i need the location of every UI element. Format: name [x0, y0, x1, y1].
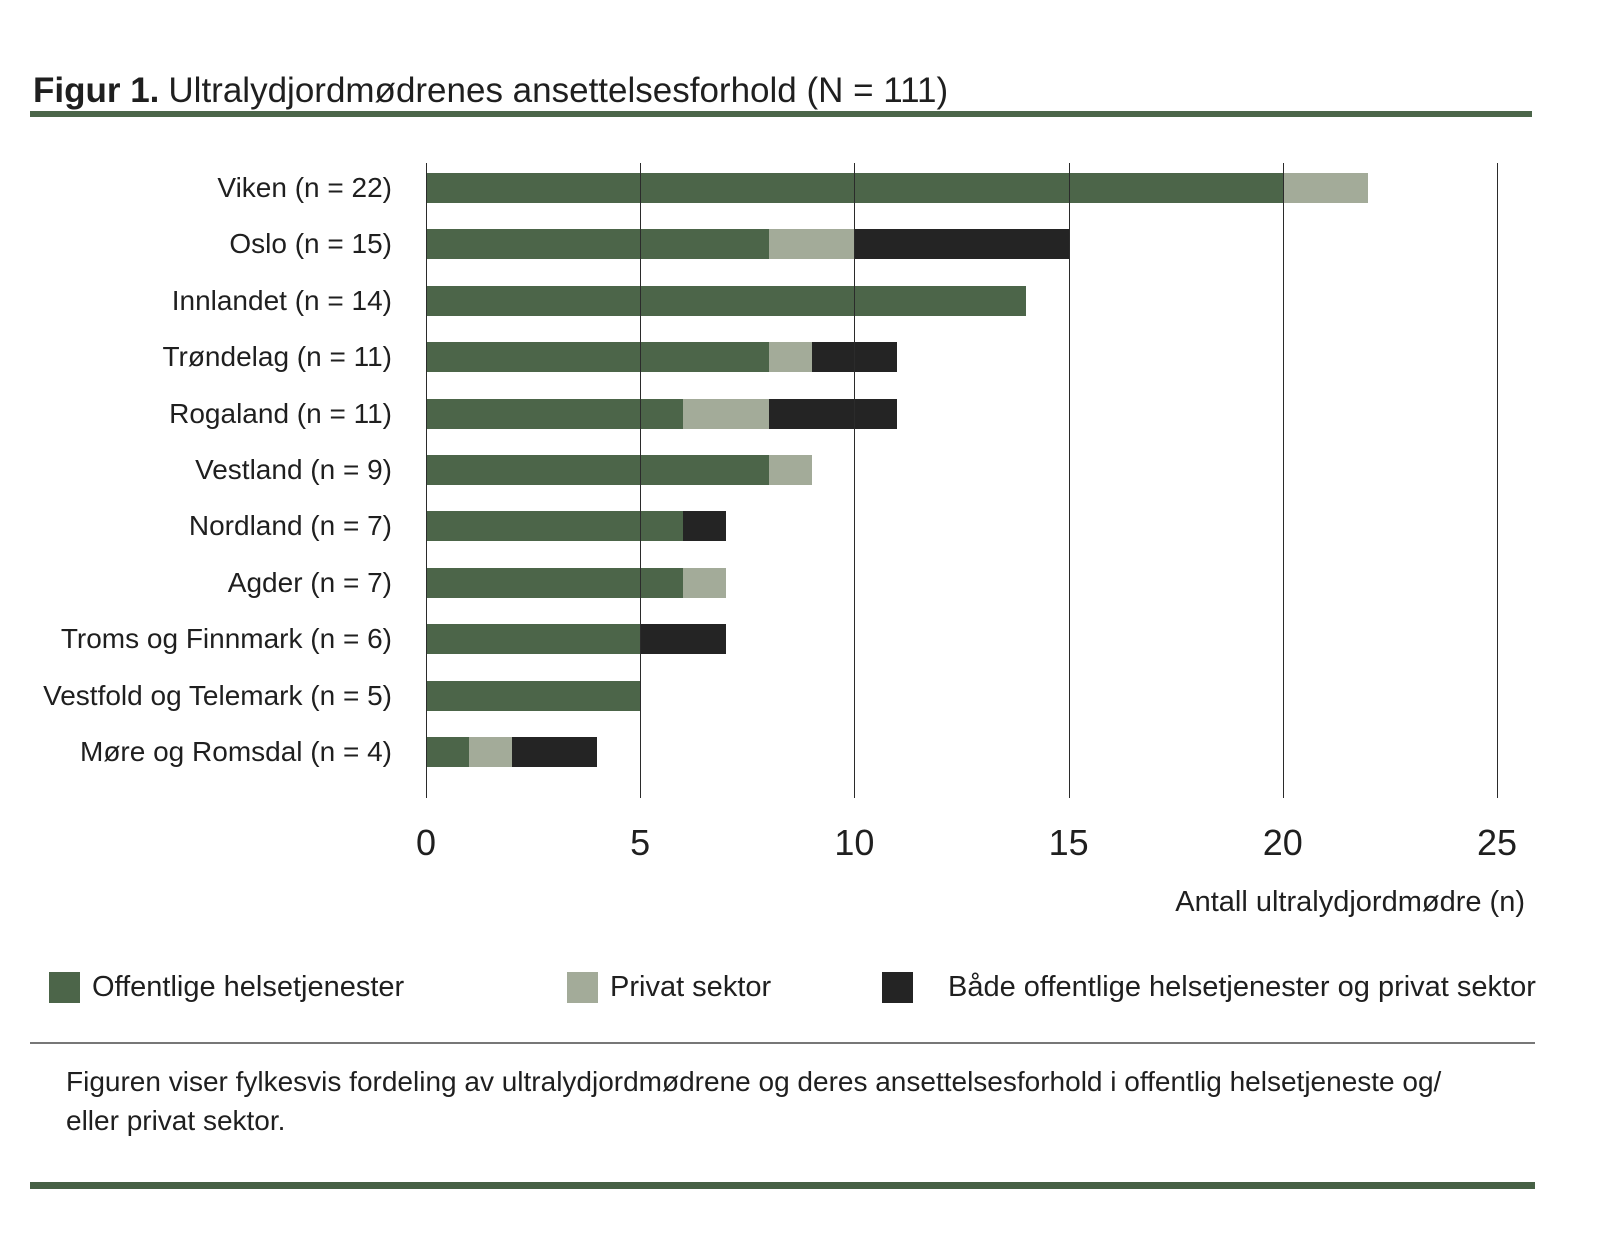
gridline-0 — [426, 163, 427, 798]
bar-segment-0-row-10 — [426, 737, 469, 767]
bar-segment-2-row-8 — [640, 624, 726, 655]
gridline-10 — [854, 163, 856, 798]
bar-segment-0-row-8 — [426, 624, 641, 655]
bar-segment-0-row-9 — [426, 680, 641, 711]
bar-segment-2-row-10 — [511, 737, 598, 767]
caption-line-2: eller privat sektor. — [66, 1105, 286, 1136]
bar-segment-0-row-1 — [426, 229, 769, 260]
category-label: Innlandet (n = 14) — [171, 284, 392, 316]
legend-label-baade: Både offentlige helsetjenester og privat… — [948, 971, 1536, 1003]
x-axis-title: Antall ultralydjordmødre (n) — [1175, 886, 1525, 918]
category-label: Nordland (n = 7) — [188, 510, 392, 542]
bar-segment-1-row-5 — [768, 455, 812, 485]
bar-segment-0-row-5 — [426, 455, 769, 485]
x-tick-label-25: 25 — [1476, 822, 1518, 863]
x-tick-label-10: 10 — [834, 822, 875, 863]
legend-swatch-offentlige — [49, 972, 80, 1003]
legend-label-privat: Privat sektor — [610, 971, 772, 1003]
legend-swatch-baade — [882, 972, 913, 1003]
category-label: Agder (n = 7) — [227, 566, 392, 598]
bar-segment-1-row-7 — [683, 567, 726, 598]
figure-title-text: Ultralydjordmødrenes ansettelsesforhold … — [168, 71, 949, 111]
bar-segment-1-row-3 — [768, 342, 812, 373]
bar-segment-2-row-1 — [854, 229, 1069, 260]
title-divider-rule — [30, 111, 1532, 117]
category-label: Vestland (n = 9) — [195, 454, 392, 485]
x-tick-label-15: 15 — [1048, 822, 1089, 863]
bar-segment-2-row-6 — [683, 511, 726, 542]
bottom-border-rule — [30, 1182, 1535, 1189]
bar-segment-0-row-4 — [426, 398, 684, 429]
caption-divider-rule — [30, 1042, 1535, 1044]
bar-segment-2-row-3 — [811, 342, 898, 373]
bar-segment-0-row-3 — [426, 342, 769, 373]
x-tick-label-20: 20 — [1262, 822, 1303, 863]
category-label: Rogaland (n = 11) — [169, 397, 392, 429]
category-label: Vestfold og Telemark (n = 5) — [43, 679, 392, 711]
category-label: Møre og Romsdal (n = 4) — [80, 736, 392, 767]
bar-segment-1-row-0 — [1282, 173, 1369, 203]
category-label: Viken (n = 22) — [217, 172, 392, 203]
bar-segment-0-row-7 — [426, 567, 684, 598]
gridline-5 — [640, 163, 642, 798]
x-tick-label-5: 5 — [630, 822, 651, 863]
category-label: Oslo (n = 15) — [229, 228, 392, 260]
bar-segment-0-row-6 — [426, 511, 684, 542]
legend-label-offentlige: Offentlige helsetjenester — [92, 971, 405, 1003]
category-label: Troms og Finnmark (n = 6) — [60, 623, 392, 655]
caption-line-1: Figuren viser fylkesvis fordeling av ult… — [66, 1066, 1442, 1097]
figure-caption: Figuren viser fylkesvis fordeling av ult… — [66, 1062, 1456, 1140]
figure-title: Figur 1. Ultralydjordmødrenes ansettelses… — [33, 71, 948, 111]
x-tick-label-0: 0 — [415, 822, 437, 863]
figure-title-prefix: Figur 1. — [33, 71, 160, 111]
bar-segment-1-row-10 — [468, 737, 512, 767]
gridline-25 — [1497, 163, 1498, 798]
bar-segment-0-row-2 — [426, 285, 1026, 316]
gridline-20 — [1282, 163, 1284, 798]
gridline-15 — [1068, 163, 1070, 798]
bar-segment-2-row-4 — [768, 398, 898, 429]
bar-segment-1-row-4 — [683, 398, 769, 429]
legend-swatch-privat — [567, 972, 598, 1003]
bar-segment-1-row-1 — [768, 229, 855, 260]
bar-chart-plot — [426, 160, 1506, 798]
category-label: Trøndelag (n = 11) — [162, 341, 392, 373]
